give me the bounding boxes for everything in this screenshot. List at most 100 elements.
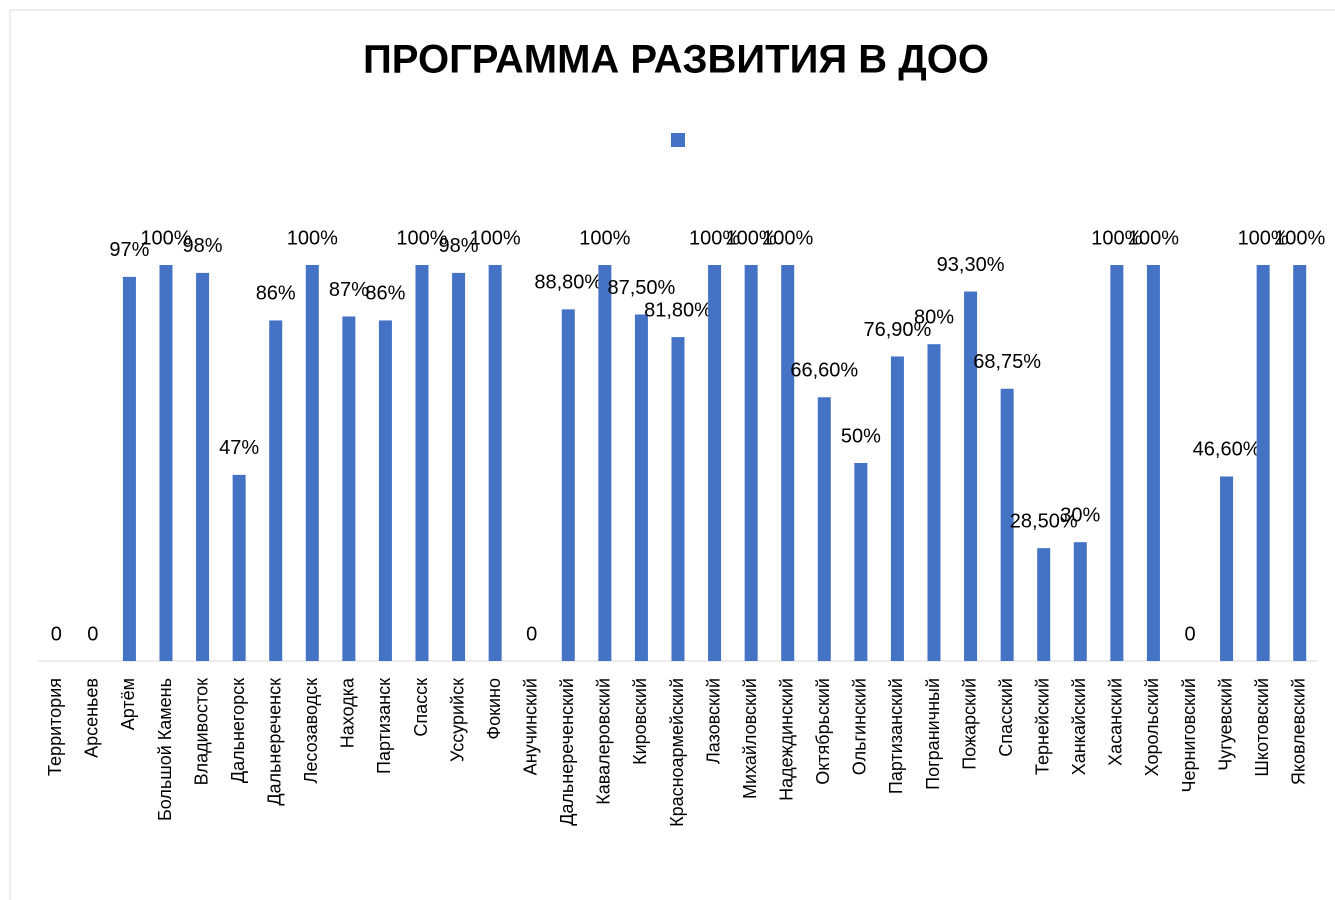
value-label: 76,90% (864, 319, 932, 341)
x-tick-label: Хорольский (1142, 678, 1162, 776)
x-tick-label: Большой Камень (155, 678, 175, 821)
value-label: 98% (439, 235, 479, 257)
x-tick-label: Ольгинский (850, 678, 870, 775)
bar (561, 309, 575, 661)
value-label: 86% (365, 283, 405, 305)
x-tick-label: Пограничный (923, 678, 943, 790)
bar (1037, 548, 1051, 661)
value-label: 100% (396, 227, 447, 249)
x-tick-label: Анучинский (520, 678, 540, 775)
value-label: 81,80% (644, 299, 712, 321)
x-tick-label: Шкотовский (1252, 678, 1272, 777)
value-label: 100% (1128, 227, 1179, 249)
x-tick-label: Спасский (996, 678, 1016, 757)
value-label: 66,60% (790, 360, 858, 382)
bar (1146, 265, 1160, 661)
value-label: 0 (87, 623, 98, 645)
bar (1110, 265, 1124, 661)
bar (342, 316, 356, 661)
value-label: 93,30% (937, 254, 1005, 276)
value-label: 68,75% (973, 351, 1041, 373)
value-label: 86% (256, 283, 296, 305)
bar (159, 265, 173, 661)
bar (1000, 388, 1014, 661)
x-tick-label: Красноармейский (667, 678, 687, 827)
value-label: 80% (914, 306, 954, 328)
value-label: 100% (470, 227, 521, 249)
bar (196, 272, 210, 661)
value-label: 100% (1274, 227, 1325, 249)
chart-frame (9, 9, 1335, 900)
x-tick-label: Арсеньев (82, 678, 102, 758)
x-tick-label: Партизанск (374, 678, 394, 774)
x-tick-label: Артём (118, 678, 138, 730)
x-tick-label: Уссурийск (447, 678, 467, 762)
bar (452, 272, 466, 661)
bar (854, 463, 868, 661)
value-label: 100% (1091, 227, 1142, 249)
x-tick-label: Черниговский (1179, 678, 1199, 793)
value-label: 100% (726, 227, 777, 249)
bar (232, 474, 246, 661)
value-label: 28,50% (1010, 510, 1078, 532)
x-tick-label: Ханкайский (1069, 678, 1089, 775)
bar (1073, 542, 1087, 661)
x-tick-label: Пожарский (959, 678, 979, 770)
value-label: 100% (762, 227, 813, 249)
bar (671, 337, 685, 661)
value-label: 100% (287, 227, 338, 249)
value-label: 47% (219, 437, 259, 459)
bar (927, 344, 941, 661)
value-label: 46,60% (1193, 439, 1261, 461)
x-tick-label: Кавалеровский (594, 678, 614, 805)
bar (708, 265, 722, 661)
bar (305, 265, 319, 661)
value-label: 100% (1238, 227, 1289, 249)
chart-title: ПРОГРАММА РАЗВИТИЯ В ДОО (363, 38, 989, 82)
x-tick-label: Владивосток (191, 678, 211, 786)
value-label: 97% (109, 239, 149, 261)
value-label: 50% (841, 425, 881, 447)
bar (1256, 265, 1270, 661)
bar (890, 356, 904, 661)
bar (598, 265, 612, 661)
bar (122, 276, 136, 661)
x-tick-label: Хасанский (1106, 678, 1126, 766)
legend-swatch (671, 133, 685, 147)
bar (378, 320, 392, 661)
value-label: 0 (1184, 623, 1195, 645)
value-label: 100% (140, 227, 191, 249)
x-tick-label: Территория (45, 678, 65, 776)
x-tick-label: Дальнереченский (557, 678, 577, 826)
x-tick-label: Спасск (411, 678, 431, 737)
value-label: 100% (689, 227, 740, 249)
x-tick-label: Октябрьский (813, 678, 833, 785)
x-tick-label: Лазовский (703, 678, 723, 764)
value-label: 0 (526, 623, 537, 645)
bar (415, 265, 429, 661)
x-tick-label: Дальнереченск (264, 678, 284, 806)
x-tick-label: Кировский (630, 678, 650, 765)
bar (744, 265, 758, 661)
bar (781, 265, 795, 661)
x-tick-label: Лесозаводск (301, 678, 321, 784)
x-tick-label: Чугуевский (1215, 678, 1235, 771)
value-label: 98% (183, 235, 223, 257)
value-label: 30% (1060, 504, 1100, 526)
value-label: 0 (51, 623, 62, 645)
x-tick-label: Фокино (484, 678, 504, 740)
bar (964, 291, 978, 661)
x-tick-label: Дальнегорск (228, 678, 248, 783)
bar (1220, 476, 1234, 661)
value-label: 100% (579, 227, 630, 249)
x-tick-label: Надеждинский (776, 678, 796, 801)
x-tick-label: Яковлевский (1288, 678, 1308, 785)
value-label: 87,50% (608, 277, 676, 299)
value-label: 88,80% (534, 272, 602, 294)
bar (269, 320, 283, 661)
bar (817, 397, 831, 661)
bar (1293, 265, 1307, 661)
bar (488, 265, 502, 661)
x-tick-label: Находка (338, 677, 358, 748)
